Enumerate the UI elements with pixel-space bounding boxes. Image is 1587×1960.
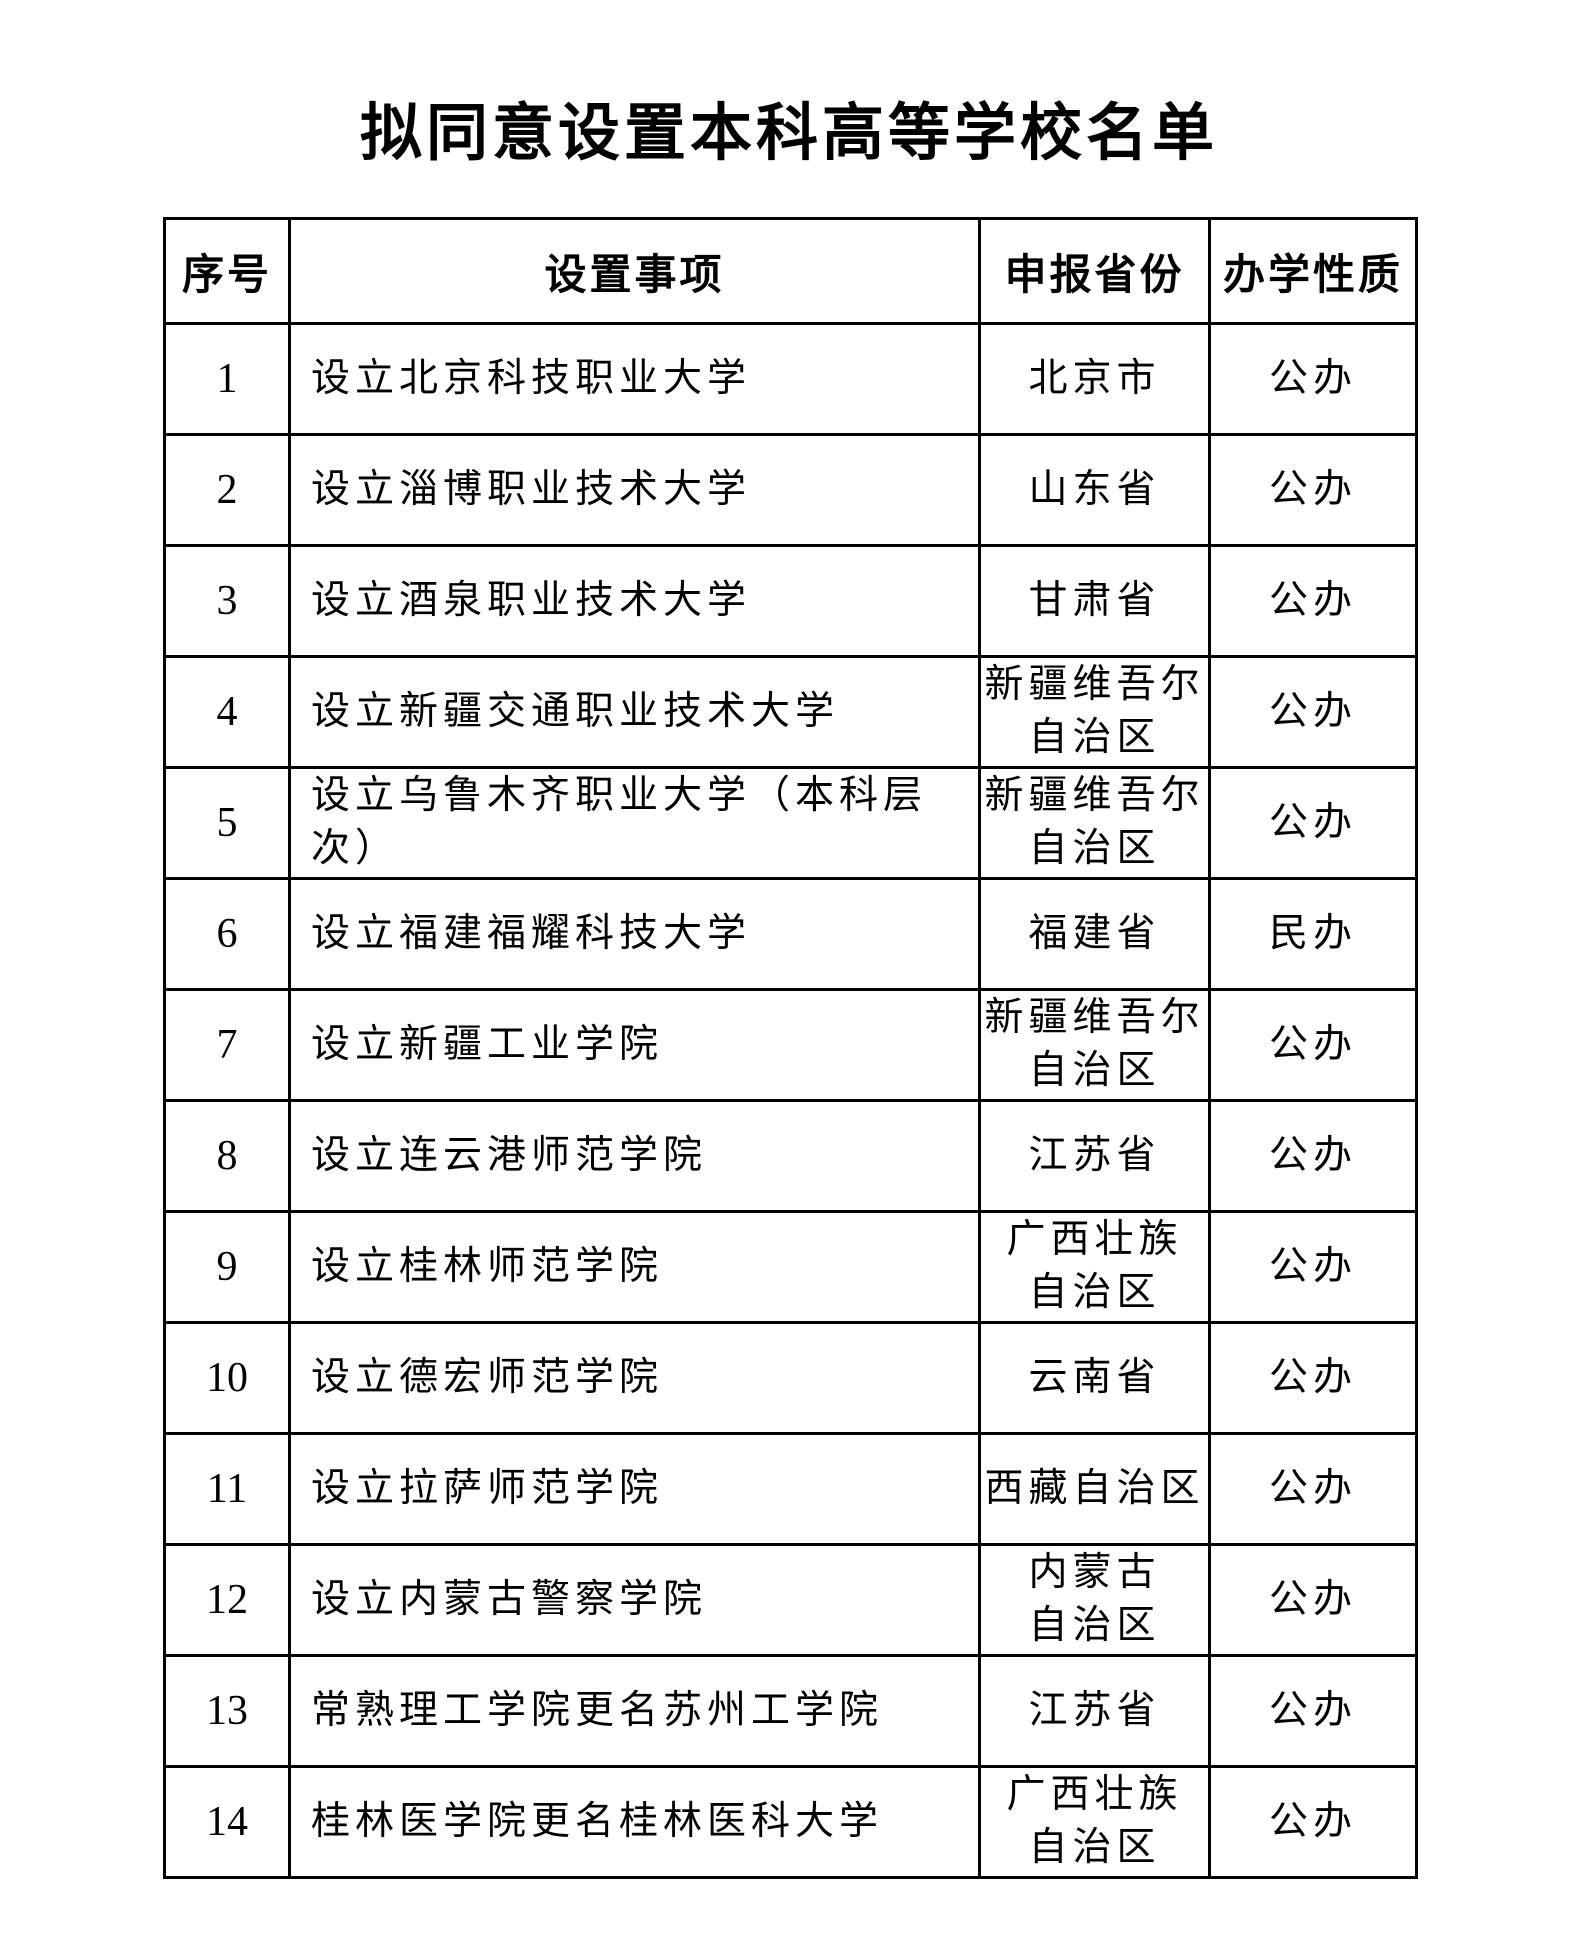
table-row: 13 常熟理工学院更名苏州工学院 江苏省 公办: [163, 1654, 1418, 1768]
cell-no: 14: [163, 1765, 291, 1879]
cell-matter: 设立德宏师范学院: [288, 1321, 981, 1435]
cell-nature: 公办: [1208, 766, 1418, 880]
cell-matter: 设立拉萨师范学院: [288, 1432, 981, 1546]
cell-province: 山东省: [978, 433, 1211, 547]
table-row: 3 设立酒泉职业技术大学 甘肃省 公办: [163, 544, 1418, 658]
cell-nature: 公办: [1208, 1432, 1418, 1546]
cell-matter: 常熟理工学院更名苏州工学院: [288, 1654, 981, 1768]
table-row: 7 设立新疆工业学院 新疆维吾尔 自治区 公办: [163, 988, 1418, 1102]
cell-matter: 设立福建福耀科技大学: [288, 877, 981, 991]
table-row: 14 桂林医学院更名桂林医科大学 广西壮族 自治区 公办: [163, 1765, 1418, 1879]
cell-no: 7: [163, 988, 291, 1102]
cell-province: 江苏省: [978, 1654, 1211, 1768]
cell-province: 新疆维吾尔 自治区: [978, 655, 1211, 769]
cell-no: 4: [163, 655, 291, 769]
cell-no: 12: [163, 1543, 291, 1657]
cell-nature: 公办: [1208, 1210, 1418, 1324]
cell-no: 6: [163, 877, 291, 991]
cell-nature: 公办: [1208, 1099, 1418, 1213]
col-header-nature: 办学性质: [1208, 217, 1418, 325]
table-row: 10 设立德宏师范学院 云南省 公办: [163, 1321, 1418, 1435]
cell-matter: 设立北京科技职业大学: [288, 322, 981, 436]
cell-matter: 设立新疆交通职业技术大学: [288, 655, 981, 769]
cell-nature: 公办: [1208, 433, 1418, 547]
cell-matter: 设立酒泉职业技术大学: [288, 544, 981, 658]
cell-matter: 桂林医学院更名桂林医科大学: [288, 1765, 981, 1879]
cell-province: 江苏省: [978, 1099, 1211, 1213]
col-header-matter: 设置事项: [288, 217, 981, 325]
cell-nature: 民办: [1208, 877, 1418, 991]
table-row: 2 设立淄博职业技术大学 山东省 公办: [163, 433, 1418, 547]
cell-province: 广西壮族 自治区: [978, 1765, 1211, 1879]
cell-no: 10: [163, 1321, 291, 1435]
cell-nature: 公办: [1208, 1654, 1418, 1768]
cell-no: 9: [163, 1210, 291, 1324]
table-header: 序号 设置事项 申报省份 办学性质: [163, 217, 1418, 325]
cell-nature: 公办: [1208, 655, 1418, 769]
page-title: 拟同意设置本科高等学校名单: [359, 100, 1218, 168]
cell-province: 福建省: [978, 877, 1211, 991]
cell-nature: 公办: [1208, 322, 1418, 436]
cell-matter: 设立内蒙古警察学院: [288, 1543, 981, 1657]
cell-province: 内蒙古 自治区: [978, 1543, 1211, 1657]
col-header-number: 序号: [163, 217, 291, 325]
cell-no: 5: [163, 766, 291, 880]
table-row: 12 设立内蒙古警察学院 内蒙古 自治区 公办: [163, 1543, 1418, 1657]
table-row: 4 设立新疆交通职业技术大学 新疆维吾尔 自治区 公办: [163, 655, 1418, 769]
cell-province: 甘肃省: [978, 544, 1211, 658]
table-row: 1 设立北京科技职业大学 北京市 公办: [163, 322, 1418, 436]
table-row: 11 设立拉萨师范学院 西藏自治区 公办: [163, 1432, 1418, 1546]
cell-matter: 设立淄博职业技术大学: [288, 433, 981, 547]
cell-no: 1: [163, 322, 291, 436]
col-header-province: 申报省份: [978, 217, 1211, 325]
cell-province: 西藏自治区: [978, 1432, 1211, 1546]
approval-table: 序号 设置事项 申报省份 办学性质 1 设立北京科技职业大学 北京市 公办 2 设立淄博职…: [163, 217, 1418, 1879]
cell-province: 广西壮族 自治区: [978, 1210, 1211, 1324]
cell-no: 11: [163, 1432, 291, 1546]
cell-nature: 公办: [1208, 544, 1418, 658]
cell-matter: 设立桂林师范学院: [288, 1210, 981, 1324]
cell-nature: 公办: [1208, 1543, 1418, 1657]
cell-no: 8: [163, 1099, 291, 1213]
cell-matter: 设立乌鲁木齐职业大学（本科层次）: [288, 766, 981, 880]
cell-province: 云南省: [978, 1321, 1211, 1435]
cell-nature: 公办: [1208, 1321, 1418, 1435]
cell-province: 新疆维吾尔 自治区: [978, 988, 1211, 1102]
cell-no: 3: [163, 544, 291, 658]
cell-no: 2: [163, 433, 291, 547]
cell-matter: 设立连云港师范学院: [288, 1099, 981, 1213]
header-row: 序号 设置事项 申报省份 办学性质: [163, 217, 1418, 325]
cell-no: 13: [163, 1654, 291, 1768]
cell-matter: 设立新疆工业学院: [288, 988, 981, 1102]
table-row: 8 设立连云港师范学院 江苏省 公办: [163, 1099, 1418, 1213]
cell-nature: 公办: [1208, 988, 1418, 1102]
table-row: 9 设立桂林师范学院 广西壮族 自治区 公办: [163, 1210, 1418, 1324]
cell-province: 新疆维吾尔 自治区: [978, 766, 1211, 880]
table-row: 5 设立乌鲁木齐职业大学（本科层次） 新疆维吾尔 自治区 公办: [163, 766, 1418, 880]
cell-province: 北京市: [978, 322, 1211, 436]
table-body: 1 设立北京科技职业大学 北京市 公办 2 设立淄博职业技术大学 山东省 公办 3 设立酒泉职业技…: [163, 322, 1418, 1879]
table-row: 6 设立福建福耀科技大学 福建省 民办: [163, 877, 1418, 991]
cell-nature: 公办: [1208, 1765, 1418, 1879]
